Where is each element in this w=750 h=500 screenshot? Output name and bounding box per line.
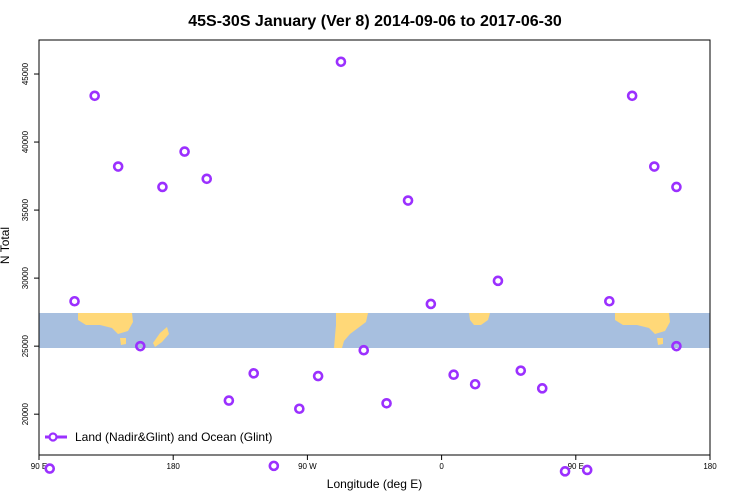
chart-title: 45S-30S January (Ver 8) 2014-09-06 to 20…	[188, 13, 562, 30]
data-points	[44, 56, 682, 477]
data-point	[402, 195, 414, 206]
data-point	[223, 395, 235, 406]
data-point	[135, 340, 146, 352]
y-tick-label: 35000	[21, 198, 30, 221]
y-tick-label: 30000	[21, 266, 30, 289]
data-point	[671, 340, 682, 352]
data-point	[268, 460, 280, 472]
data-point	[626, 90, 638, 102]
x-tick-label: 90 E	[31, 462, 47, 471]
data-point	[671, 181, 682, 193]
data-point	[112, 161, 124, 172]
y-axis-label: N Total	[0, 227, 12, 264]
data-point	[492, 275, 504, 287]
data-point	[157, 181, 168, 193]
plot-frame	[38, 39, 711, 456]
ocean-band	[39, 313, 710, 348]
land-south-america	[334, 313, 368, 348]
data-point	[201, 173, 213, 185]
data-point	[448, 369, 459, 381]
x-tick-label: 0	[439, 462, 444, 471]
data-point	[294, 403, 305, 415]
data-point	[649, 161, 660, 172]
land-australia-left	[78, 313, 133, 334]
data-point	[581, 464, 593, 476]
data-point	[381, 397, 392, 409]
world-map-band	[39, 313, 710, 348]
y-tick-label: 45000	[21, 62, 30, 85]
data-point	[44, 463, 56, 474]
data-point	[179, 146, 190, 157]
x-tick-label: 90 W	[298, 462, 317, 471]
x-tick-label: 180	[167, 462, 181, 471]
legend-entry-label: Land (Nadir&Glint) and Ocean (Glint)	[75, 430, 272, 444]
data-point	[89, 90, 100, 102]
land-tasmania-left	[120, 338, 126, 345]
y-tick-label: 40000	[21, 130, 30, 153]
data-point	[469, 378, 481, 390]
y-axis: 20000 25000 30000 35000 40000 45000	[21, 62, 39, 425]
x-tick-label: 90 E	[568, 462, 584, 471]
legend: Land (Nadir&Glint) and Ocean (Glint)	[45, 430, 272, 444]
data-point	[515, 365, 527, 376]
x-axis: 90 E 180 90 W 0 90 E 180	[31, 455, 717, 471]
data-point	[248, 368, 260, 379]
land-australia-right	[615, 313, 670, 334]
legend-marker	[48, 432, 58, 442]
data-point	[604, 295, 615, 307]
data-point	[425, 298, 437, 310]
x-axis-label: Longitude (deg E)	[327, 477, 422, 491]
x-tick-label: 180	[703, 462, 717, 471]
land-tasmania-right	[657, 338, 663, 345]
data-point	[358, 344, 370, 356]
y-tick-label: 20000	[21, 403, 30, 426]
data-point	[559, 466, 571, 477]
y-tick-label: 25000	[21, 334, 30, 357]
data-point	[536, 383, 548, 394]
data-point	[69, 295, 80, 307]
data-point	[335, 56, 347, 68]
land-new-zealand-left	[153, 327, 169, 347]
land-south-africa	[469, 313, 490, 325]
data-point	[312, 370, 324, 382]
